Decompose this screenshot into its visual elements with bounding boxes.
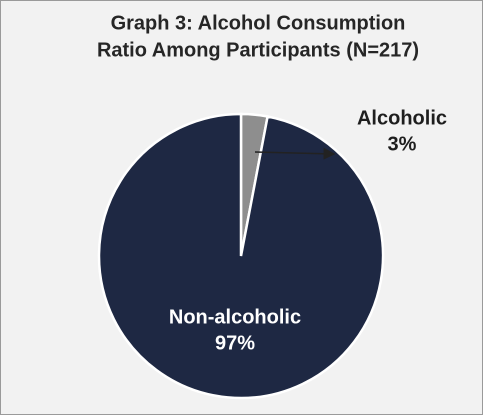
- chart-title: Graph 3: Alcohol Consumption: [111, 12, 406, 34]
- label-arrow: [254, 147, 336, 160]
- slice-value-label: 97%: [215, 332, 255, 354]
- slice-label: Non-alcoholic: [169, 306, 301, 328]
- slice-label: Alcoholic: [357, 107, 447, 129]
- pie-slice: [97, 112, 385, 400]
- chart-title: Ratio Among Participants (N=217): [97, 39, 419, 61]
- slice-value-label: 3%: [388, 133, 417, 155]
